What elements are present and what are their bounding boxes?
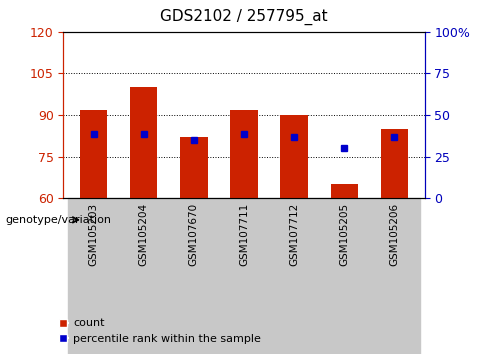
Bar bbox=[130, 87, 158, 198]
Bar bbox=[80, 109, 107, 198]
Bar bbox=[319, 198, 369, 354]
Bar bbox=[381, 129, 408, 198]
Bar bbox=[219, 198, 269, 354]
Bar bbox=[230, 109, 258, 198]
Text: genotype/variation: genotype/variation bbox=[5, 215, 111, 225]
Bar bbox=[330, 184, 358, 198]
Bar bbox=[369, 198, 420, 354]
Bar bbox=[169, 198, 219, 354]
Bar bbox=[180, 137, 207, 198]
Bar bbox=[281, 115, 308, 198]
Text: GDS2102 / 257795_at: GDS2102 / 257795_at bbox=[160, 9, 328, 25]
Bar bbox=[68, 198, 119, 354]
Bar bbox=[119, 198, 169, 354]
Bar bbox=[269, 198, 319, 354]
Legend: count, percentile rank within the sample: count, percentile rank within the sample bbox=[54, 314, 265, 348]
